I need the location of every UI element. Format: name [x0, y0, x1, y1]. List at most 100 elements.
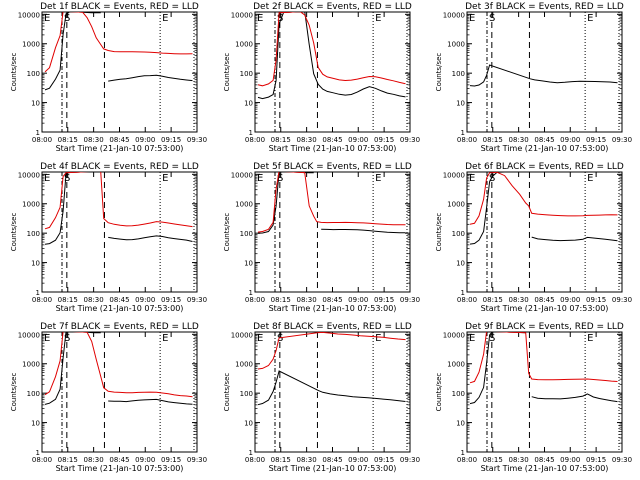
- x-tick-label: 09:30: [187, 296, 207, 304]
- y-tick-label: 10: [456, 260, 465, 268]
- y-tick-label: 100: [27, 70, 40, 78]
- panel-title: Det 4f BLACK = Events, RED = LLD: [40, 162, 199, 172]
- x-tick-label: 09:30: [400, 136, 420, 144]
- x-tick-label: 08:30: [509, 296, 529, 304]
- detector-panel: Det 3f BLACK = Events, RED = LLD 1 10 100 10…: [435, 2, 632, 153]
- marker-label-s: S: [489, 13, 495, 24]
- y-tick-label: 10000: [231, 171, 253, 179]
- panel-title: Det 1f BLACK = Events, RED = LLD: [40, 2, 199, 12]
- x-tick-label: 08:15: [271, 136, 291, 144]
- y-axis-label: Counts/sec: [223, 213, 231, 252]
- x-tick-label: 08:30: [297, 136, 317, 144]
- x-axis-label: Start Time (21-Jan-10 07:53:00): [269, 144, 397, 153]
- y-tick-label: 1: [461, 129, 465, 137]
- x-axis-label: Start Time (21-Jan-10 07:53:00): [481, 304, 609, 313]
- x-tick-label: 09:15: [374, 136, 394, 144]
- y-tick-label: 1: [461, 449, 465, 457]
- marker-label-e: E: [162, 173, 168, 184]
- x-tick-label: 09:30: [187, 136, 207, 144]
- x-tick-label: 09:30: [400, 456, 420, 464]
- y-tick-label: 100: [452, 70, 465, 78]
- y-tick-label: 10: [244, 100, 253, 108]
- x-tick-label: 09:30: [612, 456, 632, 464]
- x-tick-label: 08:30: [297, 456, 317, 464]
- x-tick-label: 09:15: [161, 456, 181, 464]
- x-tick-label: 09:30: [187, 456, 207, 464]
- panel-title: Det 9f BLACK = Events, RED = LLD: [465, 322, 624, 332]
- y-tick-label: 1: [249, 129, 253, 137]
- x-tick-label: 08:30: [297, 296, 317, 304]
- y-tick-label: 100: [452, 230, 465, 238]
- y-tick-label: 10: [31, 420, 40, 428]
- y-tick-label: 1000: [235, 41, 253, 49]
- y-tick-label: 10000: [18, 171, 40, 179]
- marker-label-e: E: [587, 13, 593, 24]
- panel-title: Det 5f BLACK = Events, RED = LLD: [253, 162, 412, 172]
- marker-label-e: E: [375, 13, 381, 24]
- lld-series-line: [469, 172, 618, 225]
- plot-frame: [41, 11, 198, 133]
- x-tick-label: 08:15: [483, 456, 503, 464]
- y-tick-label: 100: [240, 70, 253, 78]
- x-tick-label: 09:15: [374, 456, 394, 464]
- marker-label-s: S: [489, 173, 495, 184]
- x-tick-label: 09:15: [161, 136, 181, 144]
- events-series-line: [469, 64, 618, 87]
- y-tick-label: 10000: [443, 171, 465, 179]
- y-tick-label: 10: [31, 100, 40, 108]
- x-tick-label: 09:15: [161, 296, 181, 304]
- lld-series-line: [469, 332, 618, 384]
- marker-label-e: E: [469, 13, 475, 24]
- marker-label-e: E: [469, 333, 475, 344]
- y-tick-label: 10: [244, 260, 253, 268]
- lld-series-line: [257, 12, 406, 87]
- y-tick-label: 10000: [18, 331, 40, 339]
- y-tick-label: 10: [244, 420, 253, 428]
- detector-panel: Det 7f BLACK = Events, RED = LLD 1 10 100 10…: [10, 322, 207, 473]
- x-tick-label: 08:45: [534, 296, 554, 304]
- events-series-line: [44, 332, 193, 405]
- panel-title: Det 6f BLACK = Events, RED = LLD: [465, 162, 624, 172]
- x-tick-label: 08:45: [322, 456, 342, 464]
- y-tick-label: 1000: [447, 41, 465, 49]
- x-tick-label: 08:45: [322, 136, 342, 144]
- x-tick-label: 09:15: [586, 136, 606, 144]
- marker-label-s: S: [489, 333, 495, 344]
- plot-frame: [466, 11, 623, 133]
- y-axis-label: Counts/sec: [435, 213, 443, 252]
- y-tick-label: 1: [249, 289, 253, 297]
- marker-label-s: S: [64, 173, 70, 184]
- x-tick-label: 08:00: [457, 296, 477, 304]
- events-series-line: [257, 12, 406, 100]
- x-tick-label: 08:30: [84, 296, 104, 304]
- x-tick-label: 08:45: [109, 296, 129, 304]
- marker-label-s: S: [64, 13, 70, 24]
- y-axis-label: Counts/sec: [223, 373, 231, 412]
- x-tick-label: 09:00: [348, 456, 368, 464]
- x-tick-label: 08:30: [84, 456, 104, 464]
- detector-panel: Det 2f BLACK = Events, RED = LLD 1 10 100 10…: [223, 2, 420, 153]
- y-tick-label: 10000: [443, 331, 465, 339]
- y-axis-label: Counts/sec: [223, 53, 231, 92]
- y-tick-label: 1: [461, 289, 465, 297]
- x-tick-label: 08:30: [509, 456, 529, 464]
- marker-label-e: E: [44, 333, 50, 344]
- marker-label-e: E: [375, 333, 381, 344]
- x-tick-label: 09:30: [612, 296, 632, 304]
- events-series-line: [257, 370, 406, 406]
- detector-panel: Det 5f BLACK = Events, RED = LLD 1 10 100 10…: [223, 162, 420, 313]
- y-tick-label: 100: [240, 230, 253, 238]
- marker-label-e: E: [257, 13, 263, 24]
- x-tick-label: 08:30: [84, 136, 104, 144]
- y-tick-label: 1000: [235, 361, 253, 369]
- x-tick-label: 08:00: [32, 456, 52, 464]
- x-axis-label: Start Time (21-Jan-10 07:53:00): [56, 144, 184, 153]
- y-tick-label: 1: [36, 449, 40, 457]
- x-tick-label: 08:15: [271, 296, 291, 304]
- x-tick-label: 08:45: [534, 136, 554, 144]
- panel-title: Det 2f BLACK = Events, RED = LLD: [253, 2, 412, 12]
- lld-series-line: [44, 332, 193, 398]
- x-tick-label: 08:00: [457, 456, 477, 464]
- x-tick-label: 09:15: [586, 456, 606, 464]
